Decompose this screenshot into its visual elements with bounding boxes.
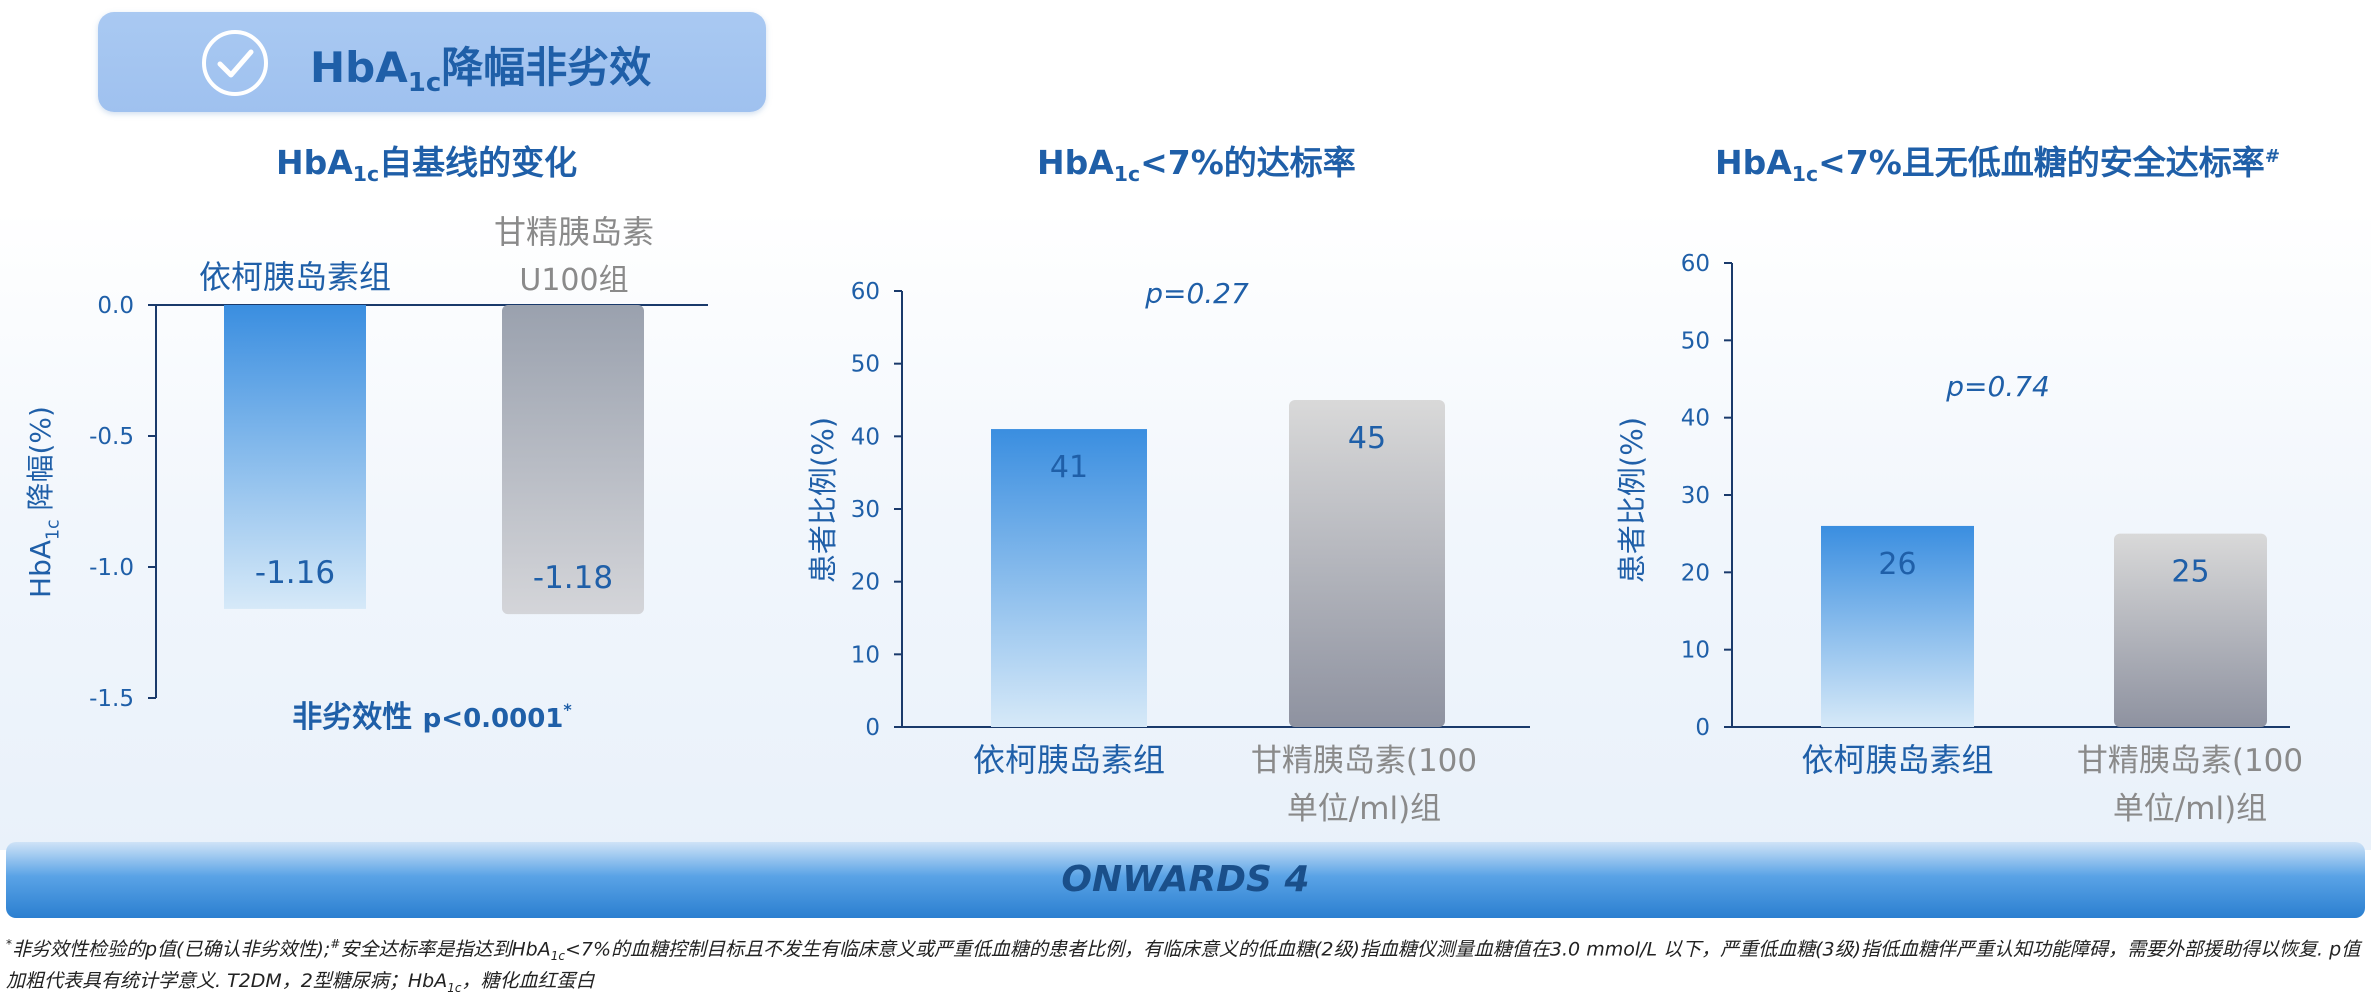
- footer-banner: [6, 842, 2365, 918]
- annotation: 非劣效性 p<0.0001*: [292, 700, 572, 735]
- y-tick-label: 20: [851, 570, 880, 596]
- category-label: U100组: [519, 263, 628, 298]
- check-circle-icon: [202, 30, 268, 96]
- category-label: 甘精胰岛素(100: [2077, 743, 2303, 779]
- y-tick-label: 10: [1681, 638, 1710, 664]
- y-tick-label: 20: [1681, 560, 1710, 586]
- p-value-annotation: p=0.27: [1144, 277, 1249, 310]
- bar: [2114, 533, 2267, 727]
- panel3-title: HbA1c<7%且无低血糖的安全达标率#: [1715, 143, 2281, 187]
- panel1-title: HbA1c自基线的变化: [276, 143, 578, 187]
- header-banner: [98, 12, 766, 112]
- y-axis-label: HbA1c 降幅(%): [24, 406, 63, 598]
- y-tick-label: -1.0: [89, 555, 134, 581]
- y-tick-label: 0: [1695, 715, 1710, 741]
- data-label: 41: [1050, 450, 1088, 485]
- data-label: 25: [2171, 555, 2209, 590]
- category-label: 甘精胰岛素: [494, 213, 654, 251]
- y-tick-label: 40: [1681, 406, 1710, 432]
- footnote: *非劣效性检验的p值(已确认非劣效性);#安全达标率是指达到HbA1c<7%的血…: [6, 937, 2361, 995]
- category-label: 甘精胰岛素(100: [1251, 743, 1477, 779]
- y-tick-label: 50: [1681, 328, 1710, 354]
- y-axis-label: 患者比例(%): [1615, 417, 1649, 583]
- y-tick-label: 0.0: [97, 293, 134, 319]
- y-axis-label: 患者比例(%): [806, 417, 840, 583]
- data-label: 26: [1878, 547, 1916, 582]
- chart-background: [0, 210, 2371, 850]
- y-tick-label: -1.5: [89, 686, 134, 712]
- category-label: 单位/ml)组: [1287, 791, 1441, 827]
- category-label: 依柯胰岛素组: [973, 741, 1165, 779]
- y-tick-label: 0: [865, 715, 880, 741]
- y-tick-label: 60: [851, 279, 880, 305]
- bar: [1289, 400, 1445, 727]
- category-label: 依柯胰岛素组: [1801, 741, 1993, 779]
- bar: [502, 305, 644, 615]
- page-title: HbA1c降幅非劣效: [310, 43, 652, 99]
- y-tick-label: 40: [851, 424, 880, 450]
- y-tick-label: 60: [1681, 251, 1710, 277]
- y-tick-label: 50: [851, 352, 880, 378]
- panel2-title: HbA1c<7%的达标率: [1037, 143, 1356, 187]
- data-label: -1.16: [255, 555, 335, 591]
- y-tick-label: 10: [851, 642, 880, 668]
- y-tick-label: 30: [1681, 483, 1710, 509]
- y-tick-label: 30: [851, 497, 880, 523]
- bar: [224, 305, 366, 609]
- footer-label: ONWARDS 4: [1061, 859, 1310, 900]
- bar: [991, 429, 1147, 727]
- category-label: 单位/ml)组: [2113, 791, 2267, 827]
- y-tick-label: -0.5: [89, 424, 134, 450]
- p-value-annotation: p=0.74: [1945, 370, 2050, 403]
- bar: [1821, 525, 1974, 727]
- category-label: 依柯胰岛素组: [199, 258, 391, 296]
- data-label: -1.18: [533, 560, 613, 596]
- data-label: 45: [1348, 421, 1386, 456]
